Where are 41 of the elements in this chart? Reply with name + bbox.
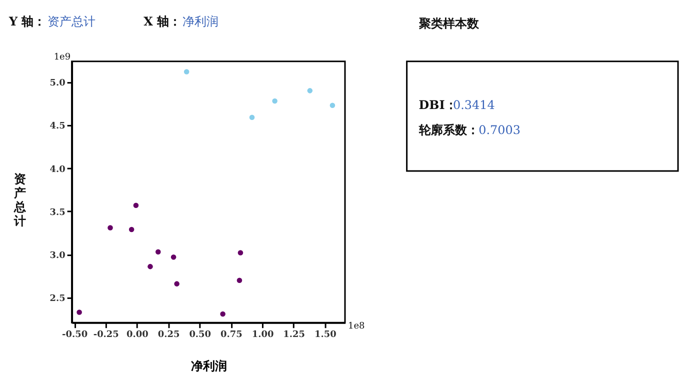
point: [238, 250, 244, 256]
point: [108, 225, 113, 230]
point: [174, 281, 180, 286]
text: 1e9: [54, 52, 71, 62]
point: [249, 114, 255, 120]
x-axis-title: 净利润: [190, 358, 227, 373]
point: [156, 249, 161, 255]
x-tick-label: 1.25: [283, 330, 306, 340]
y-axis-title: 资产总计: [48, 14, 96, 28]
y-tick-label: 5.0: [50, 78, 66, 89]
y-tick-label: 4.5: [50, 122, 66, 132]
x-tick-label: 1.50: [314, 330, 336, 340]
text: Y 轴：: [8, 14, 46, 28]
y-tick-label: 3.0: [50, 250, 66, 261]
y-tick-label: 2.5: [50, 294, 66, 304]
point: [133, 202, 139, 208]
point: [220, 311, 226, 317]
x-tick-label: 0.00: [126, 330, 148, 340]
x-tick-label: 0.50: [189, 330, 212, 340]
x-tick-label: -0.50: [62, 330, 88, 340]
y-tick-label: 4.0: [50, 164, 66, 175]
point: [307, 88, 313, 94]
point: [148, 264, 153, 270]
y-tick-label: 3.5: [50, 208, 66, 218]
point: [76, 310, 82, 315]
point: [128, 226, 134, 232]
x-tick-label: 1.00: [252, 330, 274, 340]
text: DBI：0.3414: [418, 98, 495, 112]
x-tick-label: 0.25: [158, 330, 180, 340]
point: [184, 69, 190, 74]
text: 聚类样本数: [418, 16, 480, 30]
text: X 轴：净利润: [144, 14, 218, 28]
x-tick-label: 0.75: [220, 330, 242, 340]
text: 轮廓系数：0.7003: [418, 123, 520, 138]
text: 资产总计: [14, 172, 26, 228]
point: [272, 98, 278, 104]
point: [170, 254, 176, 260]
point: [236, 278, 242, 283]
text: 1e8: [348, 322, 365, 332]
point: [330, 102, 336, 108]
x-tick-label: -0.25: [93, 330, 119, 340]
